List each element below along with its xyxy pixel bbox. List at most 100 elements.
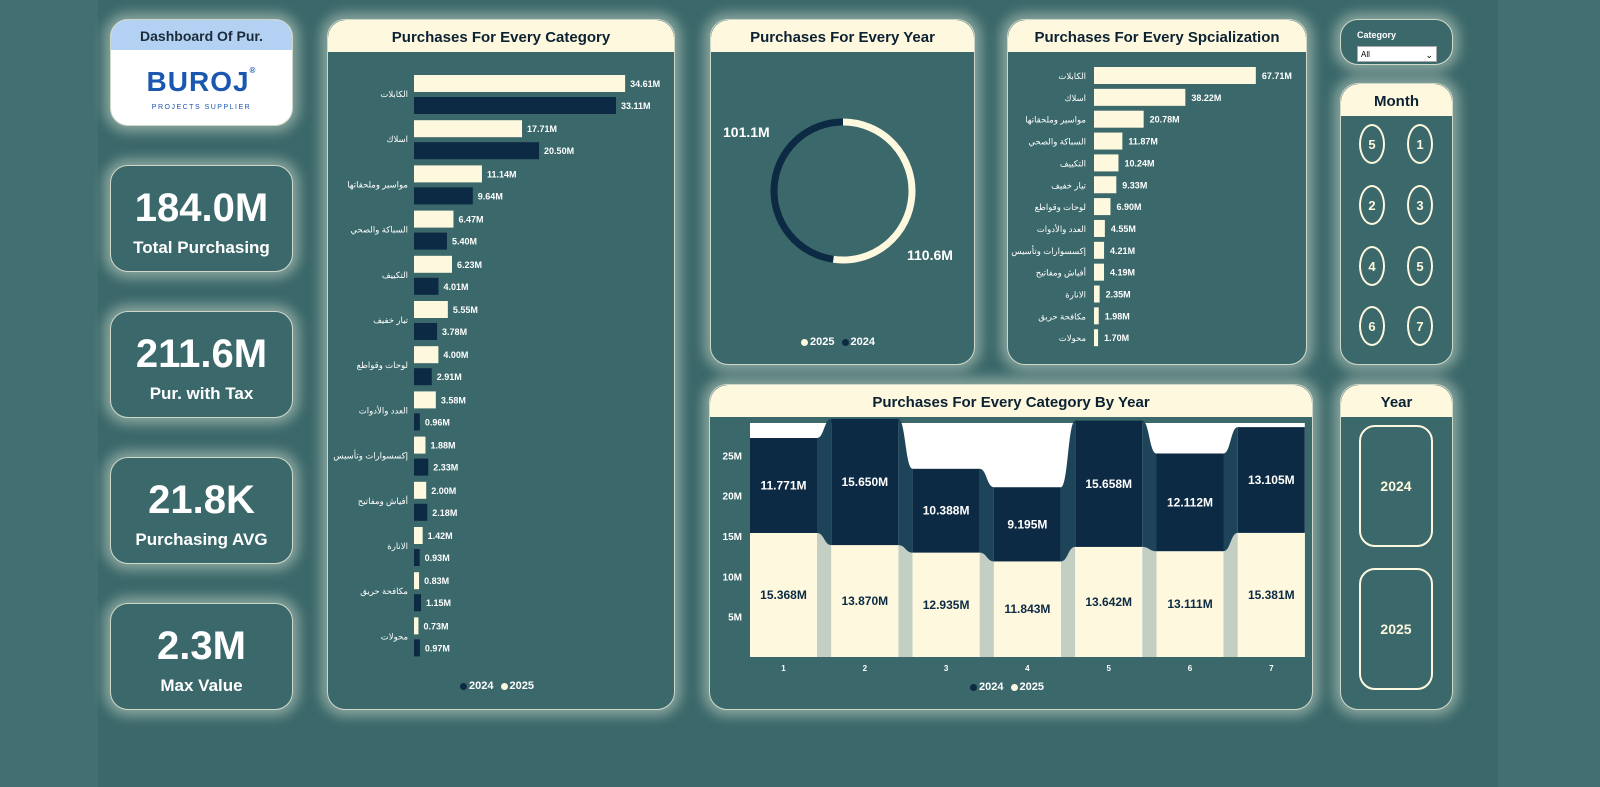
specialization-label: مواسير وملحقاتها: [1025, 115, 1086, 126]
bar-2025: [414, 481, 427, 499]
month-button-5b[interactable]: 5: [1407, 246, 1433, 286]
bar-2025: [414, 165, 482, 183]
kpi-value: 2.3M: [157, 624, 246, 668]
category-label: مكافحة حريق: [360, 586, 408, 597]
specialization-data-label: 9.33M: [1122, 180, 1147, 190]
specialization-label: لوحات وقواطع: [1035, 202, 1086, 213]
specialization-data-label: 4.19M: [1110, 268, 1135, 278]
specialization-data-label: 67.71M: [1262, 71, 1292, 81]
category-dropdown[interactable]: All ⌄: [1357, 46, 1437, 62]
bar-2024: [414, 639, 420, 657]
data-label-2024: 2.18M: [432, 508, 457, 518]
kpi-value: 211.6M: [135, 332, 268, 376]
legend-dot-2025: [500, 682, 508, 690]
category-label: الكابلات: [380, 89, 408, 99]
ribbon-2024: [1060, 420, 1076, 562]
data-label-2024: 4.01M: [443, 282, 468, 292]
bar-2025: [414, 346, 439, 364]
column-2024: [750, 438, 817, 533]
data-label-2025: 13.111M: [1167, 597, 1212, 611]
data-label-2025: 0.83M: [424, 576, 449, 586]
year-slicer-title: Year: [1341, 385, 1452, 417]
data-label-2025: 13.642M: [1085, 595, 1132, 609]
data-label-2024: 0.93M: [425, 553, 450, 563]
ribbon-2025: [979, 552, 994, 657]
bar-2024: [414, 232, 447, 250]
ribbon-stacked-chart: 5M 10M 15M 20M 25M 15.368M 11.771M 1 13.870M 15.6…: [723, 418, 1305, 673]
specialization-bar: [1094, 241, 1105, 259]
month-button-4[interactable]: 4: [1359, 246, 1385, 286]
year-donut-chart: 101.1M 110.6M: [723, 118, 953, 264]
year-button-label: 2025: [1380, 621, 1412, 637]
bar-2024: [414, 503, 428, 521]
bar-2025: [414, 436, 426, 454]
y-tick-label: 5M: [728, 613, 742, 624]
data-label-2024: 15.658M: [1085, 477, 1132, 491]
data-label-2025: 15.368M: [760, 588, 807, 602]
column-2024: [831, 418, 899, 546]
brand-logo: BUROJ®: [111, 66, 292, 98]
month-button-3[interactable]: 3: [1407, 185, 1433, 225]
specialization-bar: [1094, 67, 1256, 84]
month-button-6[interactable]: 6: [1359, 306, 1385, 346]
month-button-label: 7: [1416, 318, 1424, 334]
x-tick-label: 3: [944, 664, 949, 673]
ribbon-2025: [1223, 532, 1238, 657]
month-button-label: 3: [1416, 197, 1424, 213]
logo-card: Dashboard Of Pur. BUROJ® PROJECTS SUPPLI…: [110, 19, 293, 126]
legend-dot-2024: [841, 338, 849, 346]
data-label-2025: 3.58M: [441, 395, 466, 405]
y-tick-label: 25M: [723, 451, 742, 462]
year-button-2024[interactable]: 2024: [1359, 425, 1433, 547]
month-button-1[interactable]: 1: [1407, 124, 1433, 164]
kpi-label: Purchasing AVG: [135, 530, 268, 549]
y-tick-label: 10M: [723, 572, 742, 583]
month-button-label: 6: [1368, 318, 1376, 334]
bar-2025: [414, 617, 419, 635]
month-button-2[interactable]: 2: [1359, 185, 1385, 225]
column-2024: [1237, 427, 1305, 533]
specialization-label: العدد والأدوات: [1037, 223, 1086, 235]
bar-2025: [414, 572, 420, 590]
data-label-2025: 1.42M: [428, 531, 453, 541]
specialization-data-label: 20.78M: [1150, 115, 1180, 125]
legend-label-2025: 2025: [509, 680, 535, 692]
specialization-data-label: 1.98M: [1105, 311, 1130, 321]
category-label: تيار خفيف: [373, 315, 409, 326]
specialization-bar: [1094, 307, 1099, 325]
legend-dot-2025: [1010, 683, 1018, 691]
month-slicer-title: Month: [1341, 84, 1452, 116]
bar-2025: [414, 391, 436, 409]
column-2025: [750, 532, 817, 657]
year-button-2025[interactable]: 2025: [1359, 568, 1433, 690]
category-label: الانارة: [387, 541, 408, 552]
data-label-2024: 15.650M: [841, 475, 888, 489]
month-button-label: 1: [1416, 136, 1424, 152]
month-button-label: 5: [1416, 258, 1424, 274]
month-button-7[interactable]: 7: [1407, 306, 1433, 346]
month-button-5[interactable]: 5: [1359, 124, 1385, 164]
specialization-bar: [1094, 88, 1186, 106]
column-2025: [912, 552, 980, 657]
bar-2025: [414, 255, 453, 273]
ribbon-2024: [1142, 420, 1157, 552]
specialization-bar: [1094, 263, 1105, 281]
column-2024: [1156, 453, 1224, 552]
month-button-label: 2: [1368, 197, 1376, 213]
data-label-2024: 33.11M: [621, 101, 651, 111]
specialization-bar: [1094, 219, 1105, 237]
bar-2024: [414, 594, 422, 612]
category-chart-legend: 2024 2025: [456, 680, 534, 692]
specialization-bar: [1094, 176, 1117, 194]
bar-2025: [414, 527, 423, 544]
legend-dot-2024: [460, 682, 467, 690]
specialization-bar: [1094, 110, 1144, 128]
month-button-label: 4: [1368, 258, 1376, 274]
bar-2024: [414, 413, 420, 431]
specialization-label: محولات: [1059, 333, 1087, 344]
data-label-2024: 2.91M: [437, 372, 462, 382]
brand-name: BUROJ: [146, 66, 250, 97]
bar-2025: [414, 120, 523, 138]
specialization-bar: [1094, 329, 1099, 347]
bar-2024: [414, 142, 540, 160]
